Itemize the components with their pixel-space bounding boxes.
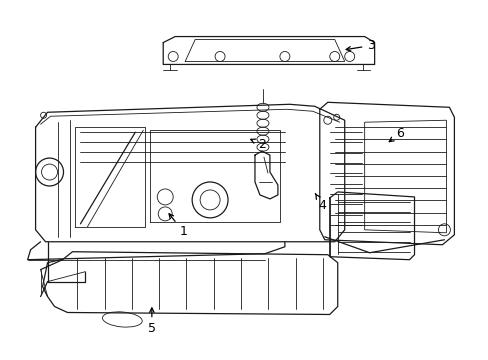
Text: 2: 2 [250,138,265,150]
Text: 6: 6 [388,127,404,142]
Polygon shape [364,120,446,233]
Text: 4: 4 [315,193,326,212]
Text: 1: 1 [169,214,187,238]
Text: 5: 5 [147,308,156,335]
Text: 3: 3 [346,39,374,52]
